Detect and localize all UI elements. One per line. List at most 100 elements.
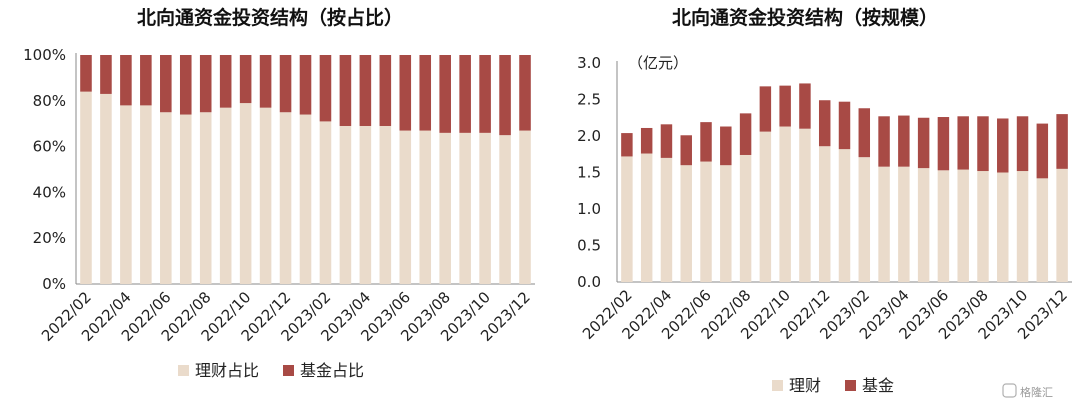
chart-panel-1: 北向通资金投资结构（按占比）0%20%40%60%80%100%2022/022… (23, 6, 535, 380)
bar-fund (259, 55, 272, 108)
bar-wealth (219, 107, 232, 284)
bar-fund (898, 115, 910, 167)
bar-wealth (399, 130, 412, 284)
watermark: 格隆汇 (1002, 383, 1053, 399)
bar-fund (858, 108, 871, 158)
bar-wealth (818, 146, 831, 282)
legend-swatch (845, 380, 856, 391)
bar-wealth (319, 121, 332, 284)
bar-wealth (1016, 171, 1029, 282)
y-tick-label: 80% (33, 92, 66, 110)
bar-fund (120, 55, 132, 106)
bar-fund (997, 118, 1009, 173)
bar-wealth (838, 149, 851, 282)
watermark-text: 格隆汇 (1020, 385, 1053, 399)
bar-fund (279, 55, 292, 113)
bar-wealth (660, 157, 673, 282)
bar-wealth (759, 131, 772, 282)
bar-wealth (937, 170, 950, 282)
bar-fund (140, 55, 152, 106)
y-tick-label: 20% (33, 229, 66, 247)
bar-fund (1016, 116, 1029, 172)
bar-fund (379, 55, 392, 126)
bar-wealth (898, 166, 910, 282)
bar-wealth (160, 112, 172, 284)
bar-fund (160, 55, 172, 113)
bar-fund (1056, 114, 1068, 169)
bar-wealth (878, 166, 890, 282)
legend-label: 基金 (862, 376, 894, 395)
bar-fund (680, 135, 692, 166)
legend-label: 基金占比 (300, 361, 364, 380)
bar-wealth (519, 130, 531, 284)
legend-swatch (283, 365, 294, 376)
bar-wealth (917, 168, 930, 282)
bar-wealth (957, 169, 969, 282)
y-tick-label: 3.0 (577, 54, 601, 72)
bar-fund (937, 117, 950, 171)
bar-fund (878, 116, 890, 167)
bar-wealth (199, 112, 212, 284)
bar-wealth (339, 125, 352, 285)
bar-wealth (720, 165, 732, 282)
bar-fund (80, 55, 92, 92)
chart-panel-2: 北向通资金投资结构（按规模）（亿元）0.00.51.01.52.02.53.02… (577, 6, 1072, 395)
bar-fund (100, 55, 112, 94)
bar-wealth (621, 156, 633, 282)
y-tick-label: 0% (42, 275, 66, 293)
bar-wealth (239, 103, 252, 284)
legend-label: 理财 (789, 376, 821, 395)
bar-fund (660, 124, 673, 158)
bar-wealth (120, 105, 132, 284)
bar-fund (319, 55, 332, 122)
bar-wealth (499, 135, 511, 284)
bar-fund (838, 101, 851, 150)
bar-wealth (739, 154, 752, 282)
bar-wealth (379, 125, 392, 285)
y-tick-label: 1.0 (577, 200, 601, 218)
bar-wealth (700, 161, 712, 282)
bar-wealth (299, 114, 312, 284)
bar-fund (977, 116, 989, 172)
unit-label: （亿元） (628, 54, 688, 72)
bar-fund (700, 122, 712, 162)
bar-fund (519, 55, 531, 131)
bar-fund (239, 55, 252, 104)
y-tick-label: 1.5 (577, 164, 601, 182)
y-tick-label: 100% (23, 46, 66, 64)
bar-wealth (680, 165, 692, 282)
bar-wealth (459, 132, 471, 284)
bar-fund (199, 55, 212, 113)
bar-fund (1036, 123, 1049, 179)
bar-wealth (779, 126, 791, 282)
bar-fund (479, 55, 491, 133)
y-tick-label: 40% (33, 183, 66, 201)
bar-fund (399, 55, 412, 131)
chart-title: 北向通资金投资结构（按占比） (137, 6, 403, 29)
bar-wealth (100, 93, 112, 285)
bar-wealth (140, 105, 152, 284)
bar-fund (439, 55, 451, 133)
bar-wealth (359, 125, 372, 285)
bar-fund (720, 126, 732, 166)
bar-wealth (479, 132, 491, 284)
chart-title: 北向通资金投资结构（按规模） (672, 6, 938, 29)
bar-fund (640, 127, 653, 154)
bar-fund (459, 55, 471, 133)
watermark-logo-icon (1002, 383, 1017, 398)
bar-wealth (279, 112, 292, 284)
bar-fund (499, 55, 511, 136)
bar-fund (818, 100, 831, 147)
bar-wealth (439, 132, 451, 284)
bar-fund (299, 55, 312, 115)
bar-fund (419, 55, 432, 131)
legend-swatch (772, 380, 783, 391)
y-tick-label: 0.5 (577, 237, 601, 255)
y-tick-label: 60% (33, 138, 66, 156)
bar-wealth (799, 128, 811, 282)
bar-wealth (977, 171, 989, 282)
bar-wealth (80, 91, 92, 284)
bar-wealth (858, 157, 871, 282)
bar-fund (917, 117, 930, 169)
